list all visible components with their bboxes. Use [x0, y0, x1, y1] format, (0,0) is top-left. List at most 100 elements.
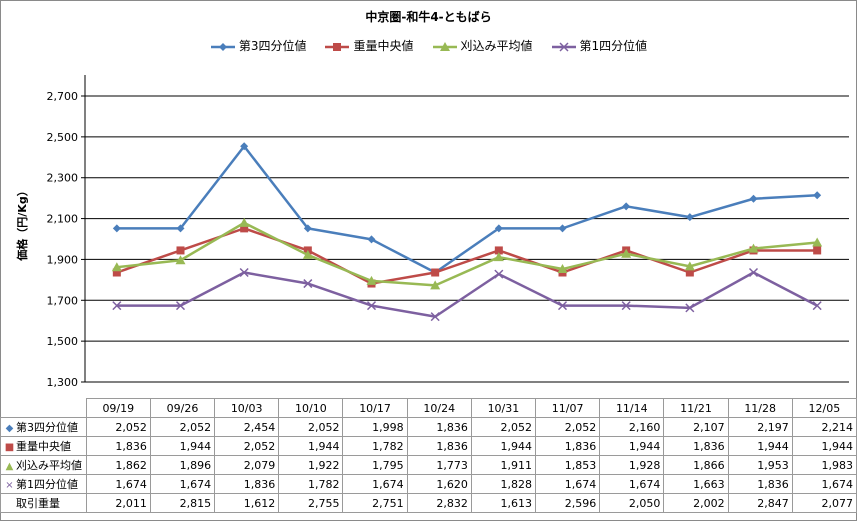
row-label-cell: 取引重量	[0, 493, 87, 513]
diamond-marker	[303, 224, 312, 233]
table-cell: 1,836	[406, 436, 472, 456]
x-marker-stroke	[685, 303, 695, 313]
series-4	[112, 267, 822, 322]
legend-item: 第3四分位値	[210, 37, 306, 54]
diamond-marker	[749, 194, 758, 203]
table-cell: 2,002	[663, 493, 729, 513]
diamond-marker	[240, 142, 249, 151]
table-cell: 2,052	[214, 436, 280, 456]
row-label-cell: ▲ 刈込み平均値	[0, 455, 87, 475]
table-row: 取引重量 2,011 2,815 1,612 2,755 2,751 2,832 1,613 2…	[0, 493, 857, 513]
series-line	[116, 221, 818, 287]
x-tick-label: 09/26	[149, 398, 216, 418]
triangle-marker	[366, 275, 377, 285]
x-marker-stroke	[239, 267, 249, 278]
legend-label: 第1四分位値	[579, 39, 648, 53]
table-cell: 2,107	[663, 417, 729, 437]
table-row: ◆ 第3四分位値 2,052 2,052 2,454 2,052 1,998 1,836 2,0…	[0, 417, 857, 437]
table-cell: 1,828	[470, 474, 537, 494]
triangle-marker	[302, 249, 313, 259]
legend-label: 重量中央値	[353, 39, 414, 53]
table-cell: 1,944	[599, 436, 665, 456]
table-cell: 1,836	[727, 474, 793, 494]
table-cell: 1,836	[406, 417, 472, 437]
row-label-cell: ■ 重量中央値	[0, 436, 87, 456]
plot-area: 1,300 1,500 1,700 1,900 2,100 2,300 2,500 2,700	[47, 75, 849, 389]
x-marker-stroke	[175, 301, 186, 311]
series-line	[116, 227, 818, 285]
table-cell: 1,944	[149, 436, 216, 456]
legend-swatch	[325, 42, 350, 51]
x-tick-label: 10/17	[342, 398, 408, 418]
square-marker	[685, 268, 694, 277]
x-tick-label: 09/19	[85, 398, 151, 418]
diamond-marker	[558, 224, 567, 233]
triangle-marker	[239, 217, 250, 227]
x-tick-label: 10/03	[214, 398, 280, 418]
x-tick-label: 10/24	[406, 398, 472, 418]
table-cell: 1,782	[342, 436, 408, 456]
table-cell: 1,998	[342, 417, 408, 437]
table-cell: 2,052	[535, 417, 601, 437]
row-label-cell: × 第1四分位値	[0, 474, 87, 494]
triangle-icon: ▲	[5, 461, 14, 472]
table-cell: 2,052	[149, 417, 216, 437]
table-cell: 2,832	[406, 493, 472, 513]
table-cell: 2,079	[214, 455, 280, 475]
square-marker	[112, 268, 121, 277]
y-tick-label: 2,300	[47, 172, 79, 185]
diamond-marker	[622, 202, 631, 211]
diamond-marker	[494, 224, 503, 233]
square-marker	[494, 246, 503, 255]
x-tick-label: 11/14	[599, 398, 665, 418]
triangle-marker	[430, 280, 441, 290]
table-cell: 2,847	[727, 493, 793, 513]
table-cell: 1,620	[406, 474, 472, 494]
table-header-row: 09/19 09/26 10/03 10/10 10/17 10/24 10/31 11/07…	[0, 398, 857, 418]
table-cell: 1,944	[791, 436, 857, 456]
row-label-cell: ◆ 第3四分位値	[0, 417, 87, 437]
x-tick-label: 11/21	[663, 398, 729, 418]
row-label: 第1四分位値	[16, 478, 78, 491]
legend-swatch	[210, 42, 235, 51]
table-cell: 1,613	[470, 493, 537, 513]
legend-swatch	[432, 41, 457, 51]
table-cell: 2,052	[470, 417, 537, 437]
table-row: ▲ 刈込み平均値 1,862 1,896 2,079 1,922 1,795 1,773 1,9…	[0, 455, 857, 475]
triangle-marker	[557, 264, 568, 274]
x-marker-stroke	[812, 301, 822, 311]
table-cell: 1,853	[535, 455, 601, 475]
table-cell: 2,214	[791, 417, 857, 437]
x-tick-label: 11/07	[535, 398, 601, 418]
table-cell: 2,052	[278, 417, 344, 437]
table-cell: 2,077	[791, 493, 857, 513]
table-cell: 1,782	[278, 474, 344, 494]
triangle-marker	[748, 243, 759, 253]
triangle-marker	[621, 248, 632, 258]
table-cell: 2,815	[149, 493, 216, 513]
table-cell: 1,674	[342, 474, 408, 494]
series-3	[111, 217, 823, 290]
table-cell: 1,944	[470, 436, 537, 456]
table-cell: 2,751	[342, 493, 408, 513]
x-marker-stroke	[558, 41, 569, 52]
x-marker-stroke	[366, 301, 377, 311]
table-cell: 2,011	[85, 493, 151, 513]
table-cell: 2,050	[599, 493, 665, 513]
table-cell: 1,928	[599, 455, 665, 475]
series-line	[116, 271, 818, 318]
y-tick-label: 2,500	[47, 131, 79, 144]
table-cell: 2,197	[727, 417, 793, 437]
table-cell: 1,674	[149, 474, 216, 494]
table-row: × 第1四分位値 1,674 1,674 1,836 1,782 1,674 1,620 1,8…	[0, 474, 857, 494]
row-label: 第3四分位値	[16, 421, 78, 434]
table-cell: 1,836	[85, 436, 151, 456]
table-cell: 1,983	[791, 455, 857, 475]
row-label: 重量中央値	[16, 440, 71, 453]
table-cell: 1,612	[214, 493, 280, 513]
square-marker	[813, 246, 822, 255]
table-cell: 2,454	[214, 417, 280, 437]
table-cell: 1,862	[85, 455, 151, 475]
y-tick-label: 1,700	[47, 294, 79, 307]
triangle-marker	[439, 41, 450, 51]
